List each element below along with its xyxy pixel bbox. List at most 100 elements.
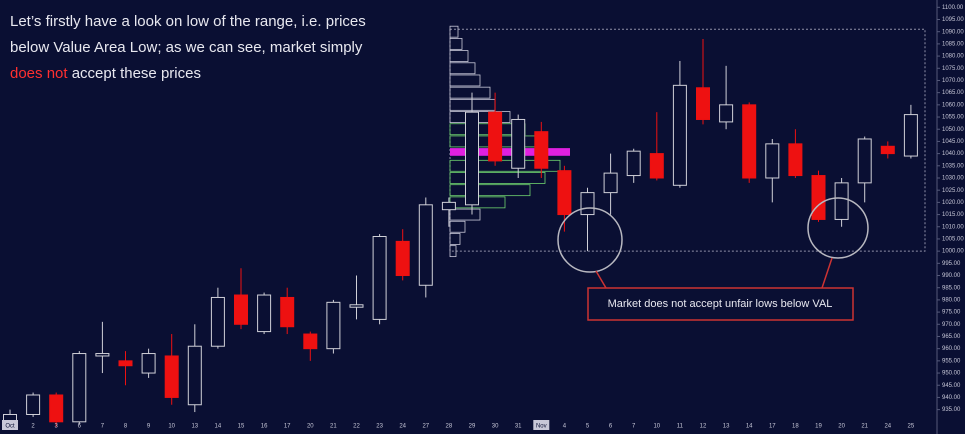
y-tick-label: 965.00	[942, 334, 961, 340]
x-tick-label: 14	[746, 424, 753, 430]
candle-body	[649, 153, 664, 179]
x-tick-label: 6	[78, 424, 82, 430]
candle-body	[903, 114, 918, 157]
candle-body	[326, 301, 341, 350]
y-tick-label: 950.00	[942, 371, 961, 377]
x-tick-label: Oct	[5, 424, 15, 430]
y-tick-label: 1055.00	[942, 115, 964, 121]
profile-bar	[449, 172, 546, 184]
profile-bar	[449, 208, 481, 221]
y-tick-label: 1075.00	[942, 66, 964, 72]
highlight-circle	[557, 207, 623, 273]
profile-bar	[449, 62, 476, 75]
y-tick-label: 990.00	[942, 273, 961, 279]
candle-body	[280, 296, 295, 328]
x-tick-label: 22	[353, 424, 360, 430]
profile-bar	[449, 50, 469, 62]
range-box	[449, 28, 926, 252]
y-tick-label: 1070.00	[942, 78, 964, 84]
x-tick-label: 10	[653, 424, 660, 430]
profile-bar	[449, 233, 461, 245]
y-tick-label: 1085.00	[942, 41, 964, 47]
x-tick-label: 20	[307, 424, 314, 430]
x-tick-label: 9	[147, 424, 151, 430]
candle-body	[788, 143, 803, 177]
y-tick-label: 1010.00	[942, 224, 964, 230]
profile-bar	[449, 245, 457, 258]
x-tick-label: 16	[261, 424, 268, 430]
poc-bar	[450, 148, 570, 156]
title-line: below Value Area Low; as we can see, mar…	[10, 39, 363, 56]
candle-body	[187, 345, 202, 406]
x-tick-label: 8	[124, 424, 128, 430]
y-tick-label: 1100.00	[942, 5, 964, 11]
month-marker	[2, 420, 18, 430]
candle-body	[118, 360, 133, 367]
candle-body	[534, 131, 549, 169]
candle-body	[557, 170, 572, 216]
candle-body	[26, 394, 41, 415]
y-tick-label: 1050.00	[942, 127, 964, 133]
candle-body	[857, 138, 872, 184]
x-tick-label: 23	[376, 424, 383, 430]
x-tick-label: 17	[769, 424, 776, 430]
candle-body	[580, 192, 595, 216]
y-tick-label: 1065.00	[942, 90, 964, 96]
y-tick-label: 1080.00	[942, 54, 964, 60]
x-tick-label: 6	[609, 424, 613, 430]
profile-bar	[449, 220, 466, 233]
candle-body	[765, 143, 780, 179]
callout-box	[587, 287, 854, 321]
x-tick-label: 21	[330, 424, 337, 430]
candle-body	[488, 111, 503, 162]
x-tick-label: 25	[908, 424, 915, 430]
x-tick-label: 2	[31, 424, 35, 430]
x-tick-label: 3	[55, 424, 59, 430]
y-tick-label: 980.00	[942, 297, 961, 303]
x-tick-label: 24	[884, 424, 891, 430]
candle-body	[349, 304, 364, 308]
candle-body	[719, 104, 734, 123]
y-tick-label: 970.00	[942, 322, 961, 328]
y-tick-label: 995.00	[942, 261, 961, 267]
x-tick-label: 31	[515, 424, 522, 430]
y-tick-label: 955.00	[942, 358, 961, 364]
x-tick-label: 21	[861, 424, 868, 430]
x-tick-label: 5	[586, 424, 590, 430]
y-tick-label: 945.00	[942, 383, 961, 389]
callout-line	[821, 257, 833, 289]
candle-body	[465, 111, 479, 206]
y-tick-label: 1060.00	[942, 102, 964, 108]
profile-bar	[449, 159, 561, 172]
y-tick-label: 1000.00	[942, 249, 964, 255]
x-tick-label: 12	[700, 424, 707, 430]
x-tick-label: 18	[792, 424, 799, 430]
x-tick-label: 4	[563, 424, 567, 430]
y-tick-label: 1020.00	[942, 200, 964, 206]
candle-body	[234, 294, 248, 325]
candle-body	[257, 294, 272, 333]
y-tick-label: 1005.00	[942, 237, 964, 243]
y-tick-label: 1015.00	[942, 212, 964, 218]
y-tick-label: 1030.00	[942, 176, 964, 182]
profile-bar	[449, 184, 531, 197]
x-tick-label: 28	[446, 424, 453, 430]
title-rest: accept these prices	[72, 65, 201, 82]
profile-bar	[449, 74, 481, 87]
candle-body	[811, 175, 826, 220]
profile-bar	[449, 111, 511, 123]
candle-body	[164, 355, 179, 398]
title-line: Let’s firstly have a look on low of the …	[10, 13, 366, 30]
candle-body	[210, 296, 225, 347]
profile-bar	[449, 25, 459, 38]
x-tick-label: 29	[469, 424, 476, 430]
y-tick-label: 1025.00	[942, 188, 964, 194]
candle-body	[141, 353, 156, 374]
y-tick-label: 935.00	[942, 407, 961, 413]
x-tick-label: 27	[422, 424, 429, 430]
x-tick-label: 20	[838, 424, 845, 430]
x-tick-label: 14	[215, 424, 222, 430]
y-tick-label: 985.00	[942, 285, 961, 291]
